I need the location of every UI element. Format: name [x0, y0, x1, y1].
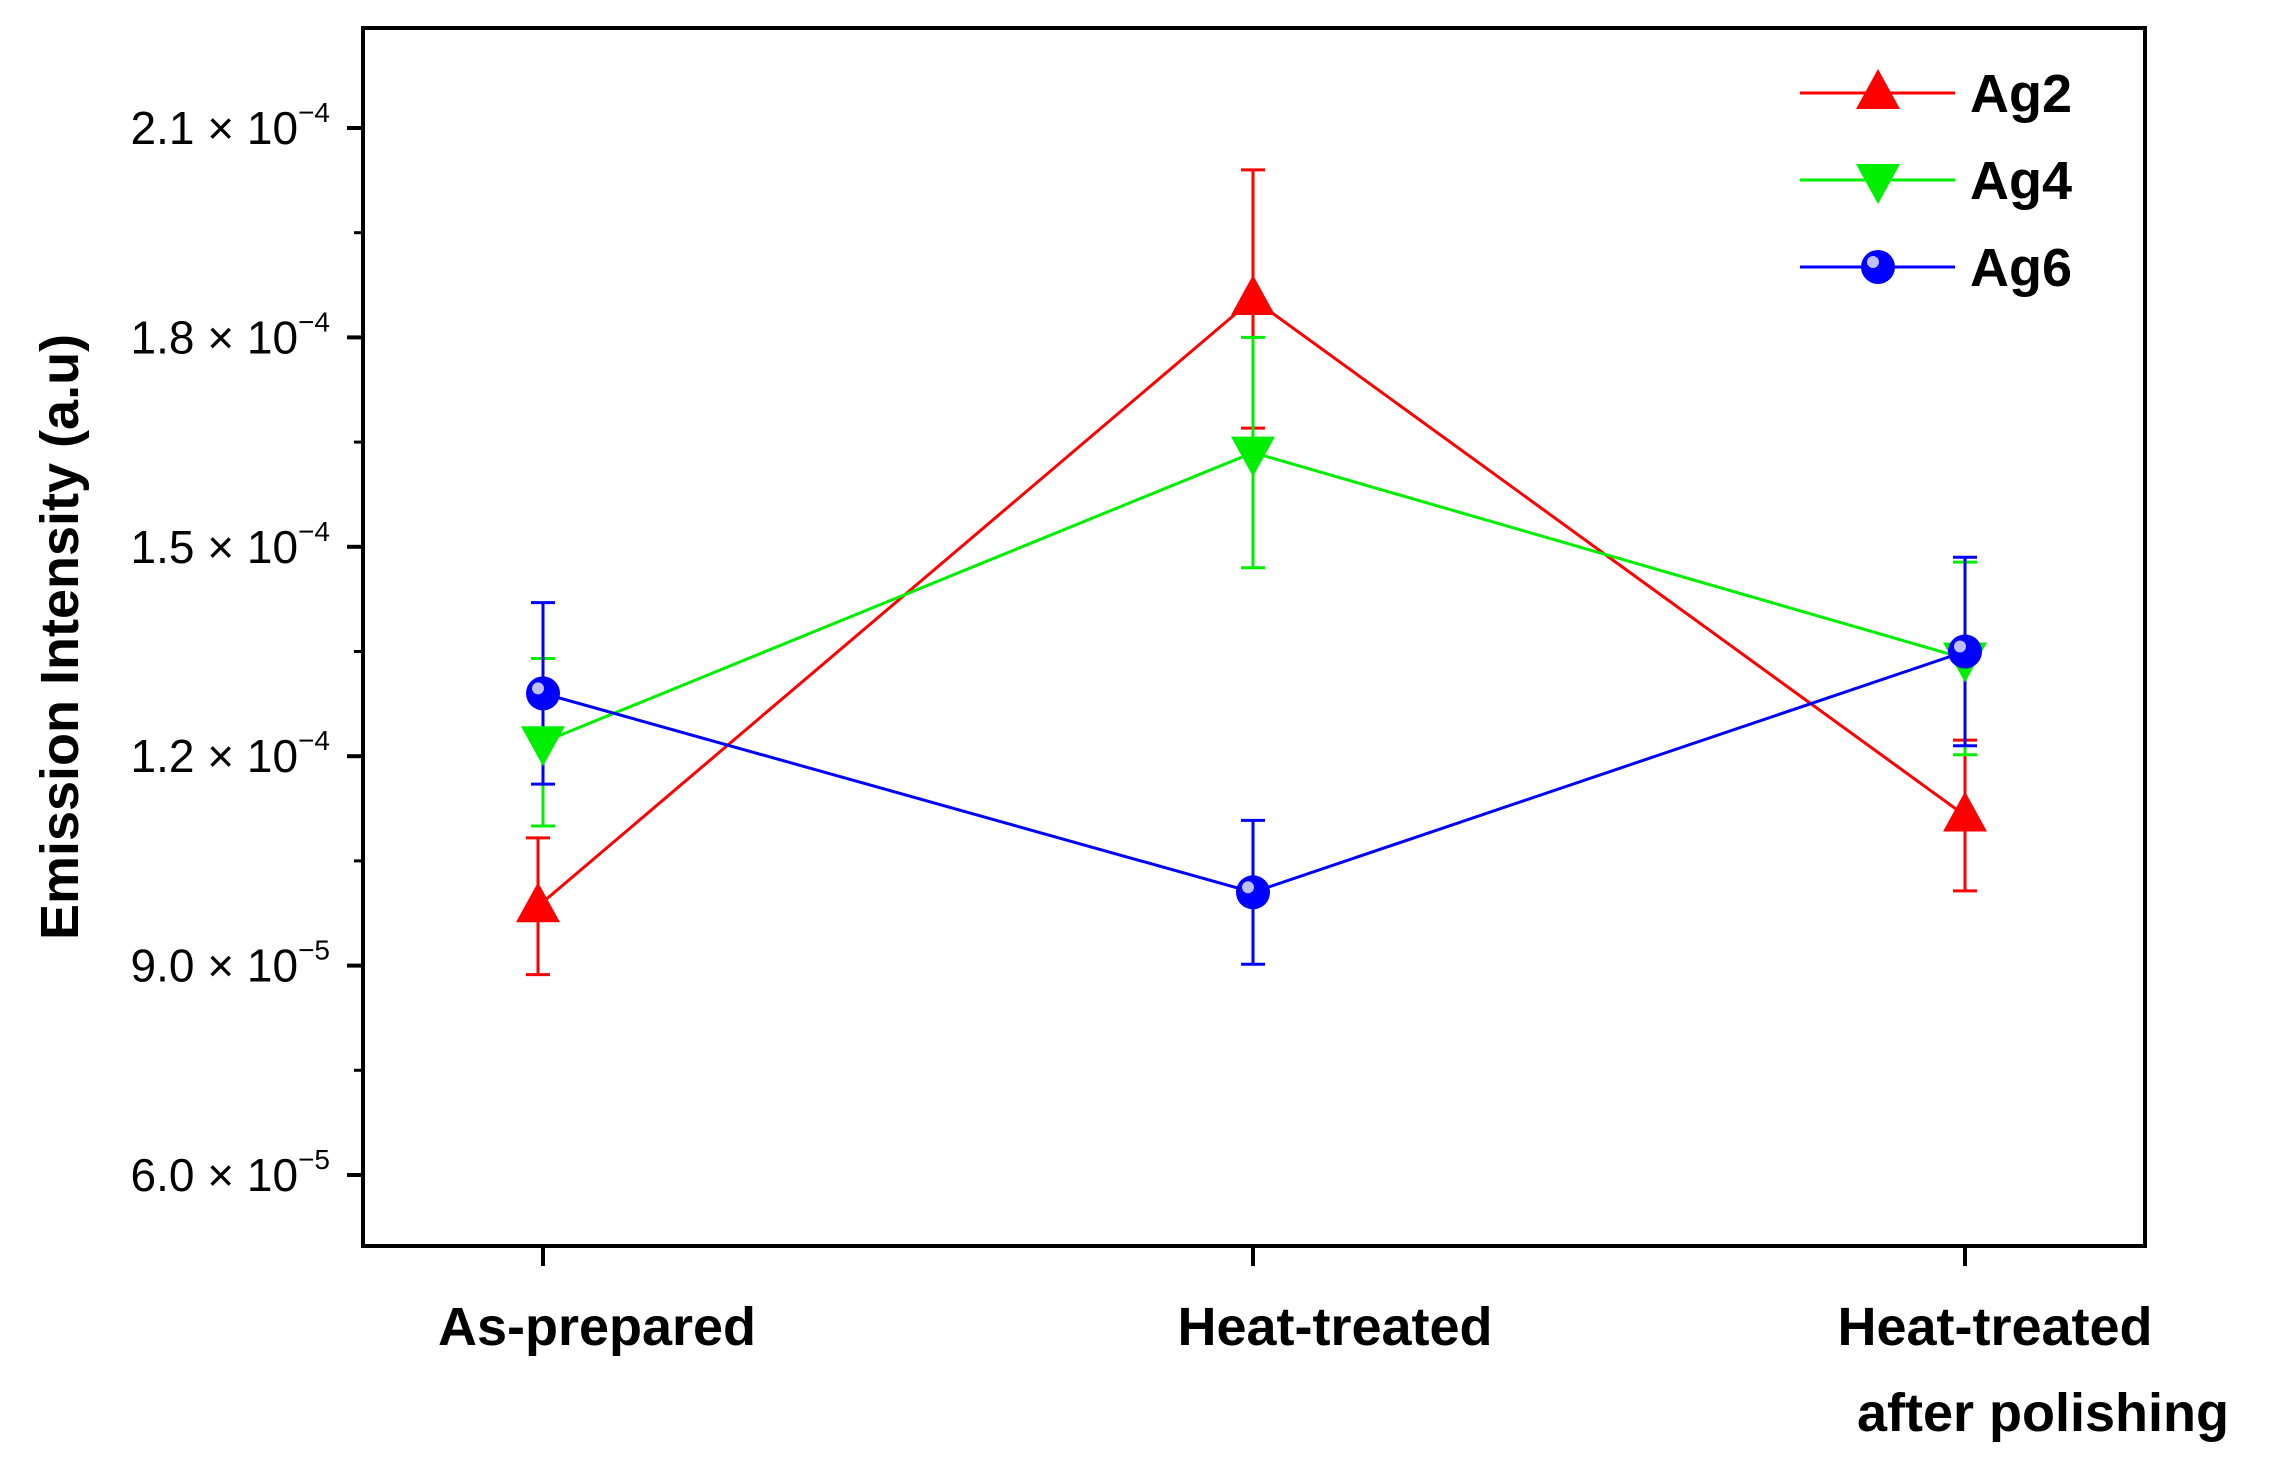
- legend-marker-ag6: [1861, 250, 1895, 284]
- y-tick-label: 2.1 × 10−4: [131, 97, 330, 154]
- data-point-ag6: [526, 676, 560, 711]
- y-axis: 6.0 × 10−5 9.0 × 10−5 1.2 × 10−4 1.5 × 10−4…: [131, 97, 363, 1201]
- data-point-ag6: [1948, 634, 1982, 669]
- data-point-ag6-highlight: [1242, 881, 1254, 894]
- x-tick-label: As-prepared: [438, 1297, 756, 1357]
- x-tick-label: Heat-treated: [1177, 1297, 1492, 1357]
- data-point-ag6-highlight: [1954, 640, 1966, 653]
- y-tick-label: 1.5 × 10−4: [131, 516, 330, 573]
- data-point-ag2: [1231, 275, 1275, 316]
- legend-marker-ag6-highlight: [1867, 256, 1879, 268]
- legend-label-ag2: Ag2: [1970, 64, 2072, 124]
- y-axis-title: Emission Intensity (a.u): [30, 334, 90, 940]
- data-point-ag6: [1236, 875, 1270, 910]
- legend-label-ag6: Ag6: [1970, 238, 2072, 298]
- legend-marker-ag2: [1856, 69, 1900, 109]
- legend-marker-ag4: [1856, 164, 1900, 204]
- x-axis: As-prepared Heat-treated Heat-treated after…: [438, 1246, 2229, 1443]
- data-point-ag2: [516, 882, 560, 923]
- data-point-ag4: [1231, 436, 1275, 477]
- series-markers: [516, 275, 1987, 923]
- data-point-ag2: [1943, 791, 1987, 832]
- legend-label-ag4: Ag4: [1970, 151, 2072, 211]
- data-point-ag6-highlight: [532, 682, 544, 695]
- y-tick-label: 1.8 × 10−4: [131, 306, 330, 363]
- data-point-ag4: [521, 726, 565, 767]
- y-tick-label: 6.0 × 10−5: [131, 1144, 330, 1201]
- x-tick-label: Heat-treated: [1837, 1297, 2152, 1357]
- y-tick-label: 1.2 × 10−4: [131, 725, 330, 782]
- legend: Ag2 Ag4 Ag6: [1800, 64, 2072, 298]
- y-tick-label: 9.0 × 10−5: [131, 935, 330, 992]
- x-tick-label: after polishing: [1857, 1383, 2229, 1443]
